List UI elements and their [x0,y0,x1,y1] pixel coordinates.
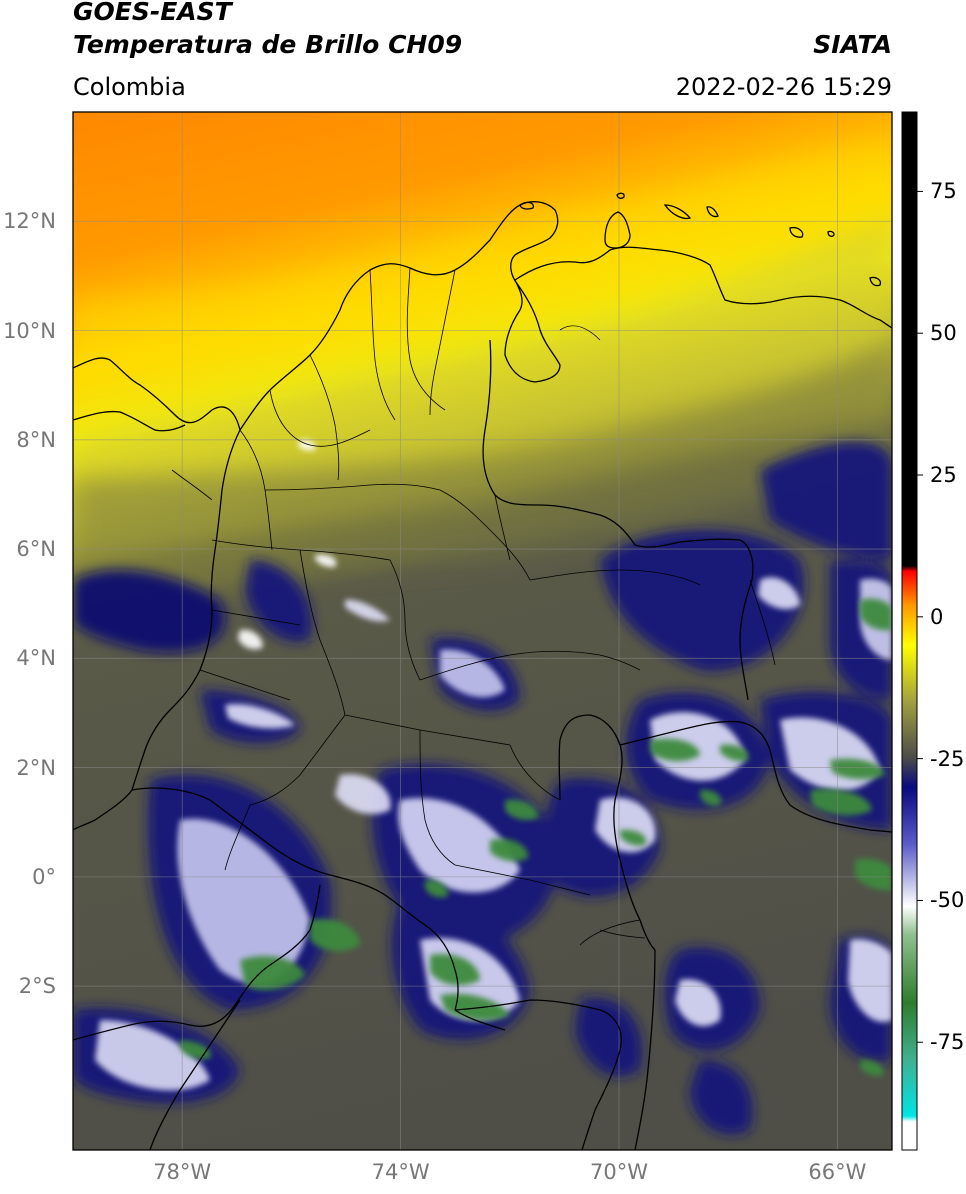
island-4 [789,226,804,238]
island-5 [519,201,534,210]
colorbar-label: 75 [930,179,957,204]
borders [73,192,892,1150]
dept-line-19 [509,744,561,801]
island-1 [616,192,625,199]
dept-line-2 [269,389,371,447]
colorbar [901,111,918,1151]
longitude-label: 78°W [153,1160,212,1184]
dept-line-5 [406,267,446,411]
dept-line-9 [389,559,421,681]
dept-line-10 [439,489,531,581]
border-ecuador-peru [73,884,321,1041]
datetime-label: 2022-02-26 15:29 [675,73,892,101]
satellite-imagery [73,112,892,1150]
graticule [73,112,892,1150]
dept-line-18 [419,729,456,866]
dept-line-8 [264,483,441,491]
colorbar-label: 25 [930,463,957,488]
border-brazil [558,714,656,951]
colorbar-label: -50 [930,888,965,913]
department-borders [171,267,776,946]
paraguana [604,211,631,249]
dept-line-27 [749,579,776,666]
border-venezuela-west [482,339,754,701]
colorbar-label: -75 [930,1030,965,1055]
dept-line-4 [369,269,396,421]
dept-line-20 [454,864,591,896]
colorbar-ticks [917,190,923,1043]
border-venezuela-south [619,720,892,833]
latitude-label: 4°N [16,646,56,671]
panama-coast [73,410,186,432]
title-line-2: Temperatura de Brillo CH09 [73,30,463,59]
dept-line-26 [559,325,601,341]
coastline-venezuela [514,246,892,329]
colorbar-label: 50 [930,321,957,346]
map-frame [72,111,893,1151]
dept-line-11 [494,494,511,561]
dept-line-1 [239,429,273,551]
island-7 [869,276,882,287]
dept-line-15 [529,569,701,586]
latitude-label: 10°N [3,318,56,343]
coastline-pacific [73,429,241,831]
longitude-label: 66°W [808,1160,867,1184]
dept-line-23 [211,609,301,626]
coastline-caribbean [73,201,561,432]
border-peru-east [149,999,241,1150]
dept-line-21 [171,469,213,501]
dept-line-17 [224,804,251,871]
dept-line-22 [199,669,291,701]
dept-line-12 [299,549,346,716]
colorbar-label: 0 [930,604,944,629]
dept-line-14 [419,650,641,681]
latitude-label: 6°N [16,537,56,562]
border-brazil-peru [454,1009,506,1031]
region-label: Colombia [73,73,186,101]
title-line-1: GOES-EAST [73,0,232,26]
agency-label: SIATA [813,30,892,59]
island-2 [663,204,692,220]
longitude-label: 70°W [590,1160,648,1184]
island-3 [706,206,719,218]
border-south-2 [454,999,622,1150]
dept-line-6 [429,269,456,416]
latitude-label: 2°S [18,974,56,999]
dept-line-16 [249,714,346,806]
colorbar-label: -25 [930,746,965,771]
amazon-border [634,949,656,1150]
latitude-label: 8°N [16,427,56,452]
latitude-label: 12°N [3,209,56,234]
latitude-label: 2°N [16,755,56,780]
border-south-1 [131,787,459,1011]
latitude-label: 0° [32,864,56,889]
dept-line-3 [309,354,340,481]
longitude-label: 74°W [371,1160,430,1184]
dept-line-25 [599,929,646,939]
island-6 [827,230,835,237]
